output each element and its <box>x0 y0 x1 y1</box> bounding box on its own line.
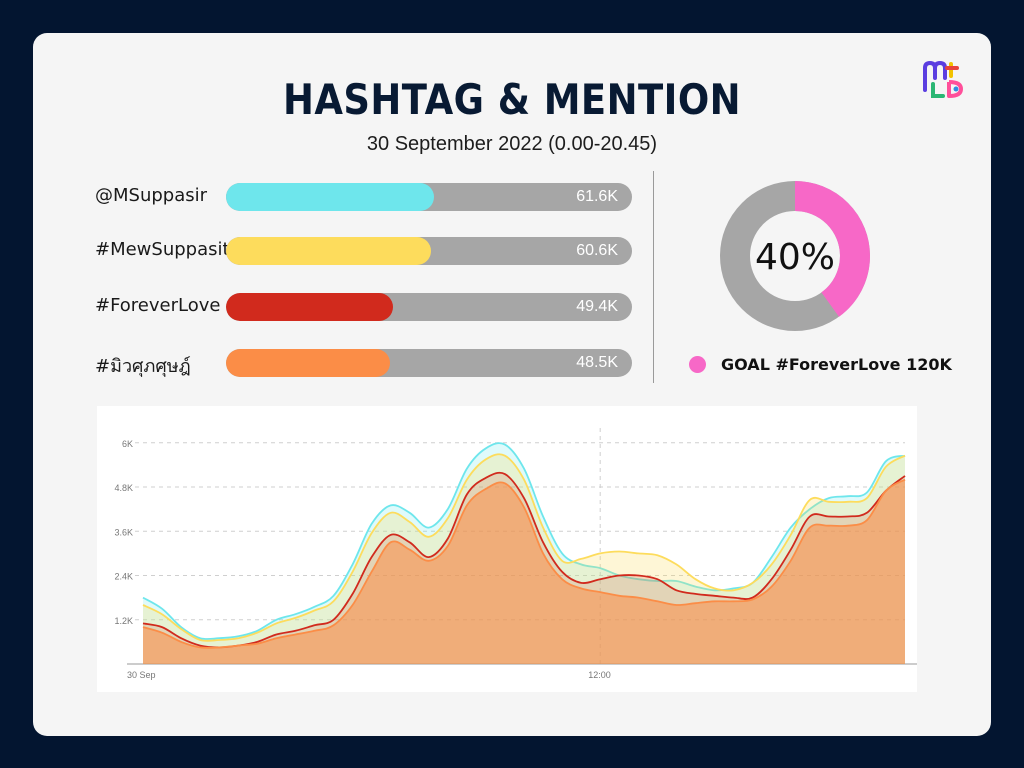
area-line-chart: 1.2K 2.4K 3.6K 4.8K 6K 30 Sep 12:00 <box>114 428 925 680</box>
page-title: HASHTAG & MENTION <box>282 75 742 124</box>
series-line <box>142 471 906 649</box>
series-line <box>142 478 906 649</box>
bar-row-thai-hashtag: #มิวศุภศุษฎ์ 48.5K <box>95 349 635 377</box>
y-tick-label: 4.8K <box>114 483 133 493</box>
y-tick-label: 1.2K <box>114 616 133 626</box>
y-tick-label: 2.4K <box>114 572 133 582</box>
bar-value: 60.6K <box>576 242 618 259</box>
y-tick-label: 6K <box>122 439 133 449</box>
page-subtitle: 30 September 2022 (0.00-20.45) <box>366 133 658 155</box>
infographic-card: HASHTAG & MENTION 30 September 2022 (0.0… <box>33 33 991 736</box>
bar-track: 60.6K <box>226 237 632 265</box>
x-tick-label: 12:00 <box>588 670 611 680</box>
bar-fill <box>226 183 434 211</box>
bar-value: 48.5K <box>576 354 618 371</box>
bar-row-msuppasir: @MSuppasir 61.6K <box>95 183 635 211</box>
bar-label: #MewSuppasit <box>95 239 230 260</box>
series-line <box>142 453 906 642</box>
series-line <box>142 442 906 640</box>
bar-value: 49.4K <box>576 298 618 315</box>
bar-track: 49.4K <box>226 293 632 321</box>
bar-track: 61.6K <box>226 183 632 211</box>
goal-donut-chart: 40% <box>720 181 870 331</box>
bar-label: @MSuppasir <box>95 185 208 206</box>
donut-percent-label: 40% <box>755 237 835 278</box>
bar-label: #ForeverLove <box>95 295 221 316</box>
brand-logo <box>923 60 963 98</box>
bar-fill <box>226 349 390 377</box>
bar-label: #มิวศุภศุษฎ์ <box>95 356 191 377</box>
donut-progress-arc <box>720 181 870 331</box>
x-tick-label: 30 Sep <box>127 670 156 680</box>
bar-track: 48.5K <box>226 349 632 377</box>
bar-fill <box>226 237 431 265</box>
section-divider <box>653 171 654 383</box>
bar-fill <box>226 293 393 321</box>
legend-dot <box>689 356 706 373</box>
y-tick-label: 3.6K <box>114 527 133 537</box>
series-area <box>143 479 905 664</box>
bar-row-mewsuppasit: #MewSuppasit 60.6K <box>95 237 635 265</box>
goal-legend-label: GOAL #ForeverLove 120K <box>721 355 952 374</box>
bar-value: 61.6K <box>576 188 618 205</box>
bar-row-foreverlove: #ForeverLove 49.4K <box>95 293 635 321</box>
line-chart-panel: 1.2K 2.4K 3.6K 4.8K 6K 30 Sep 12:00 <box>97 406 925 692</box>
